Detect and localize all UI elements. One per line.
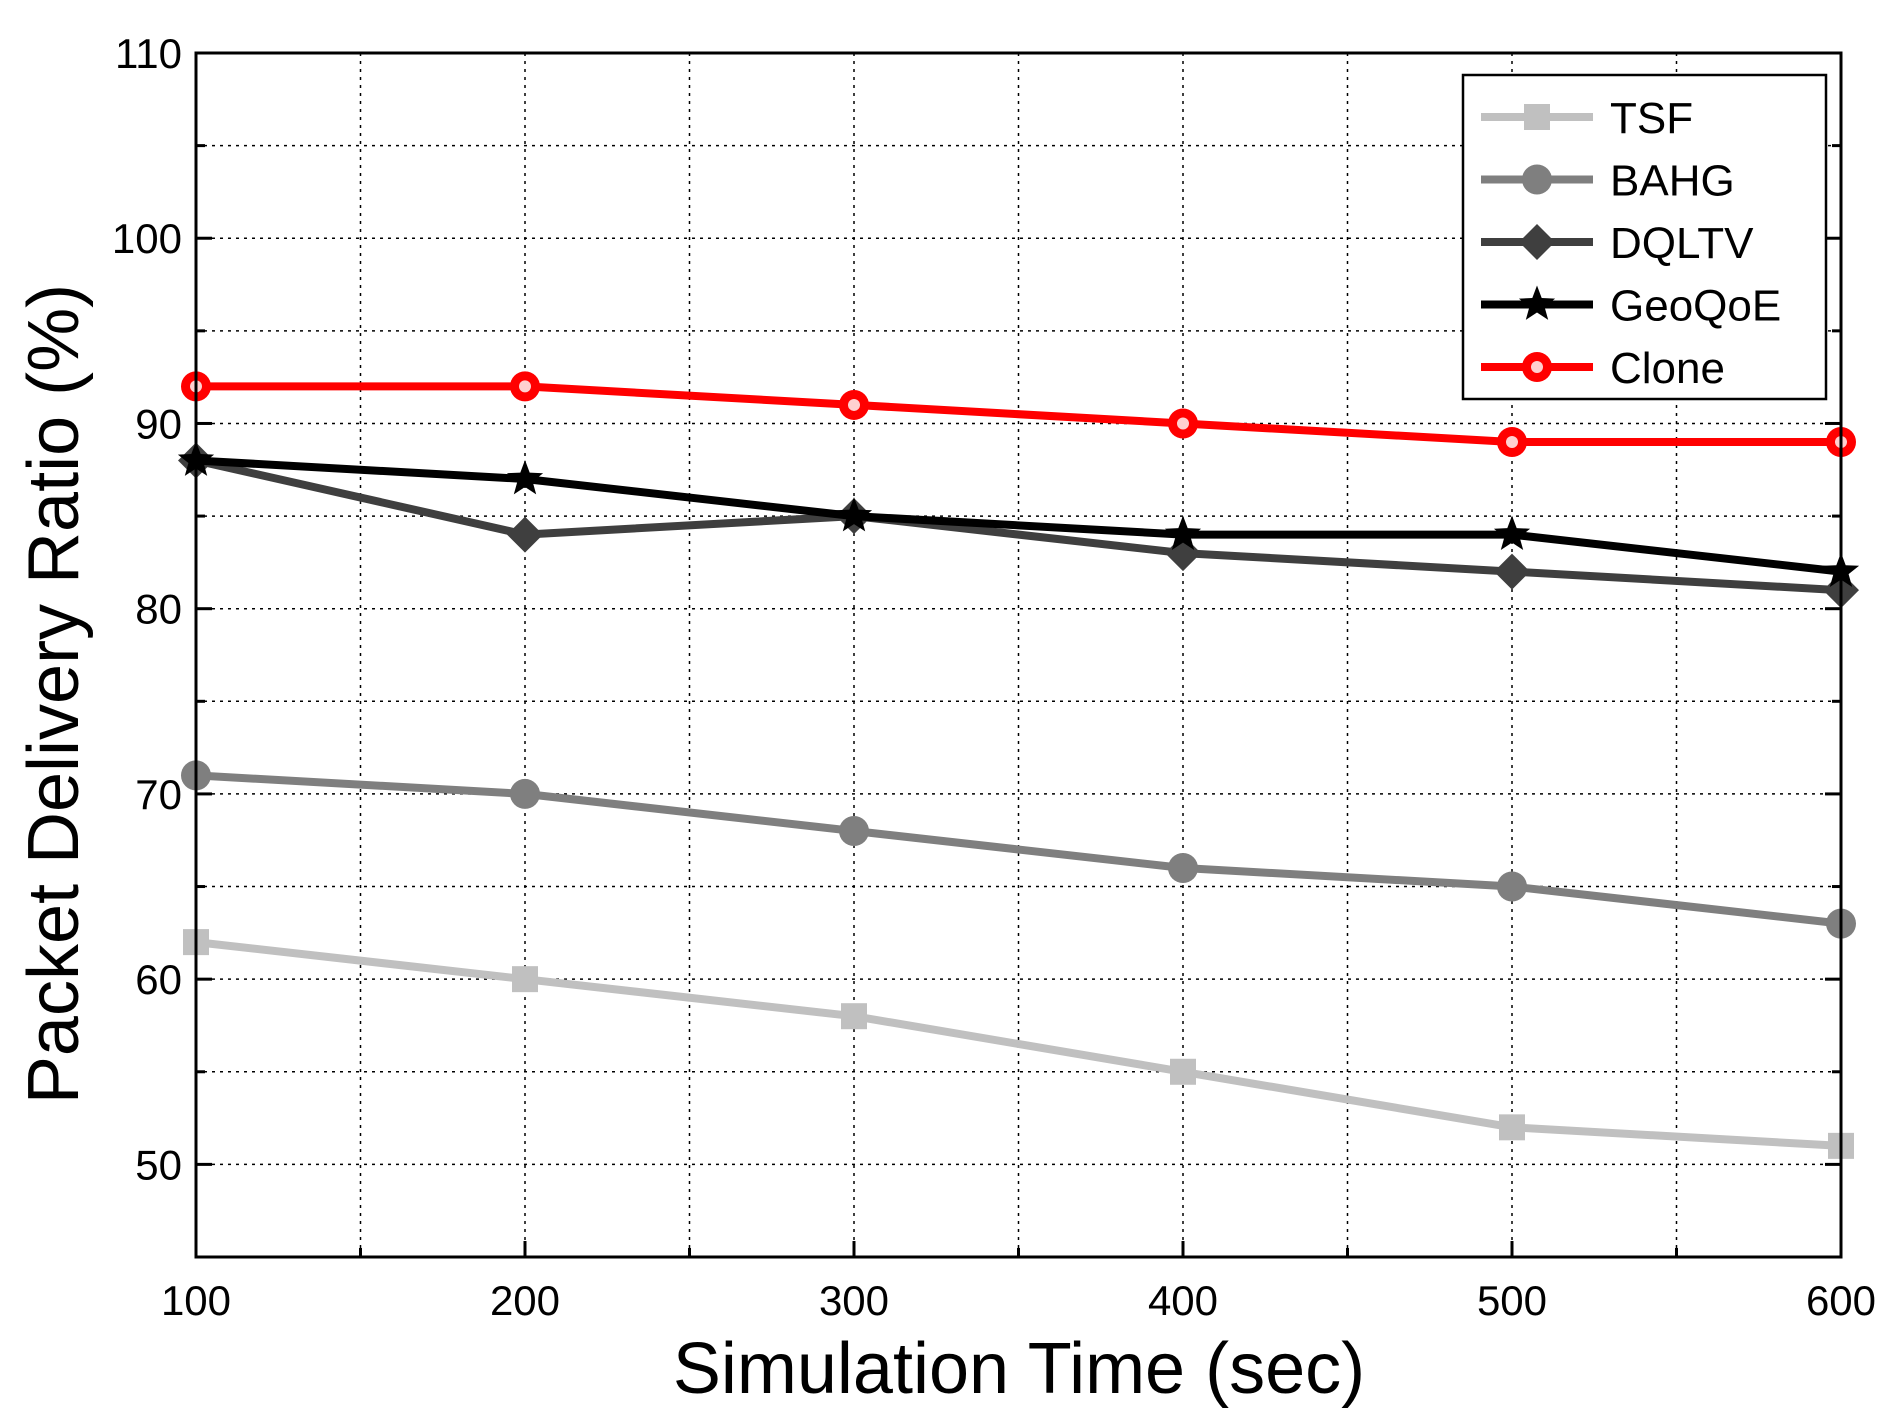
data-point-bahg <box>1497 871 1527 902</box>
data-point-geoqoe <box>835 497 873 532</box>
data-point-tsf <box>512 966 538 993</box>
x-tick-label: 200 <box>490 1277 560 1324</box>
x-tick-label: 500 <box>1477 1277 1547 1324</box>
tick-labels: 100 200 300 400 500 600 50 60 70 80 90 100 110 <box>112 30 1876 1324</box>
legend-item-clone: Clone <box>1481 344 1725 393</box>
legend-label-clone: Clone <box>1610 344 1725 393</box>
data-point-clone <box>1168 408 1198 439</box>
series-clone <box>181 371 1856 457</box>
data-point-dqltv <box>507 516 543 553</box>
data-point-geoqoe <box>506 460 544 495</box>
series-line-tsf <box>195 938 1842 1150</box>
legend-marker-geoqoe <box>1518 285 1556 320</box>
y-tick-label: 70 <box>135 771 182 818</box>
series-line-clone <box>196 382 1841 446</box>
series-bahg <box>181 760 1856 939</box>
legend-box <box>1461 73 1828 401</box>
data-point-clone-highlight <box>1177 417 1189 430</box>
y-tick-label: 100 <box>112 215 182 262</box>
legend-item-bahg: BAHG <box>1481 157 1735 206</box>
x-tick-label: 100 <box>161 1277 231 1324</box>
x-tick-label: 600 <box>1806 1277 1876 1324</box>
data-point-geoqoe <box>1164 515 1202 550</box>
legend-label-tsf: TSF <box>1610 94 1693 143</box>
data-point-clone-highlight <box>848 398 860 411</box>
data-point-tsf <box>841 1003 867 1030</box>
x-axis-title: Simulation Time (sec) <box>673 1329 1365 1409</box>
data-point-dqltv <box>1494 553 1530 590</box>
y-tick-label: 90 <box>135 400 182 447</box>
y-tick-label: 60 <box>135 956 182 1003</box>
data-point-bahg <box>510 778 540 809</box>
data-point-geoqoe <box>1493 515 1531 550</box>
series-tsf <box>183 929 1854 1159</box>
legend-marker-clone <box>1522 352 1552 382</box>
data-point-clone <box>1497 426 1527 457</box>
legend-item-geoqoe: GeoQoE <box>1481 282 1781 331</box>
legend-label-geoqoe: GeoQoE <box>1610 282 1781 331</box>
x-tick-label: 300 <box>819 1277 889 1324</box>
legend-item-dqltv: DQLTV <box>1481 219 1754 268</box>
y-tick-label: 50 <box>135 1141 182 1188</box>
data-point-tsf <box>1499 1114 1525 1141</box>
legend-marker-tsf <box>1524 104 1550 130</box>
legend-item-tsf: TSF <box>1481 94 1693 143</box>
data-point-bahg <box>1168 853 1198 884</box>
series-line-dqltv <box>195 456 1842 595</box>
y-tick-label: 110 <box>115 30 182 77</box>
axes <box>194 51 1843 1259</box>
data-point-bahg <box>839 815 869 846</box>
legend-label-dqltv: DQLTV <box>1610 219 1754 268</box>
data-point-clone-highlight <box>519 380 531 393</box>
grid <box>196 53 1841 1257</box>
legend-marker-bahg <box>1522 164 1552 195</box>
series-line-bahg <box>195 771 1842 928</box>
legend-marker-clone-highlight <box>1531 361 1543 373</box>
legend-marker-dqltv <box>1519 224 1555 260</box>
y-tick-label: 80 <box>135 586 182 633</box>
series-line-geoqoe <box>195 456 1842 576</box>
series-layer <box>177 371 1860 1159</box>
x-tick-label: 400 <box>1148 1277 1218 1324</box>
legend: TSF BAHG DQLTV GeoQoE Clone <box>1461 73 1828 401</box>
legend-label-bahg: BAHG <box>1610 157 1735 206</box>
data-point-tsf <box>1170 1058 1196 1085</box>
y-axis-title: Packet Delivery Ratio (%) <box>14 284 94 1104</box>
data-point-clone <box>510 371 540 402</box>
data-point-clone <box>839 389 869 420</box>
data-point-clone-highlight <box>1506 435 1518 448</box>
